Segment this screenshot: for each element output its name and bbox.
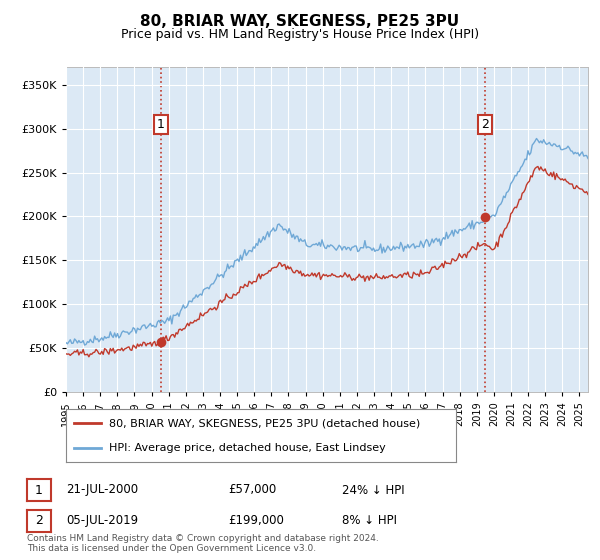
Text: HPI: Average price, detached house, East Lindsey: HPI: Average price, detached house, East… xyxy=(109,442,386,452)
Text: Contains HM Land Registry data © Crown copyright and database right 2024.
This d: Contains HM Land Registry data © Crown c… xyxy=(27,534,379,553)
Text: 80, BRIAR WAY, SKEGNESS, PE25 3PU (detached house): 80, BRIAR WAY, SKEGNESS, PE25 3PU (detac… xyxy=(109,418,420,428)
Text: 24% ↓ HPI: 24% ↓ HPI xyxy=(342,483,404,497)
Text: 8% ↓ HPI: 8% ↓ HPI xyxy=(342,514,397,528)
Text: £57,000: £57,000 xyxy=(228,483,276,497)
Text: 80, BRIAR WAY, SKEGNESS, PE25 3PU: 80, BRIAR WAY, SKEGNESS, PE25 3PU xyxy=(140,14,460,29)
Text: £199,000: £199,000 xyxy=(228,514,284,528)
Text: 2: 2 xyxy=(35,514,43,528)
Text: 21-JUL-2000: 21-JUL-2000 xyxy=(66,483,138,497)
Text: 05-JUL-2019: 05-JUL-2019 xyxy=(66,514,138,528)
Text: 1: 1 xyxy=(35,483,43,497)
Text: Price paid vs. HM Land Registry's House Price Index (HPI): Price paid vs. HM Land Registry's House … xyxy=(121,28,479,41)
Text: 1: 1 xyxy=(157,118,165,130)
Text: 2: 2 xyxy=(481,118,489,130)
